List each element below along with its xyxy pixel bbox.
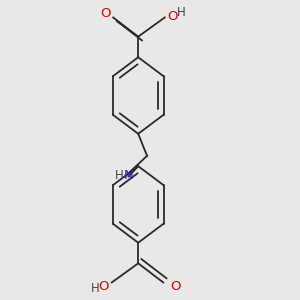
Text: O: O (98, 280, 109, 292)
Text: N: N (124, 169, 134, 182)
Text: H: H (91, 282, 100, 296)
Text: H: H (115, 169, 124, 182)
Text: O: O (100, 8, 111, 20)
Text: O: O (171, 280, 181, 292)
Text: H: H (176, 6, 185, 19)
Text: O: O (168, 10, 178, 22)
